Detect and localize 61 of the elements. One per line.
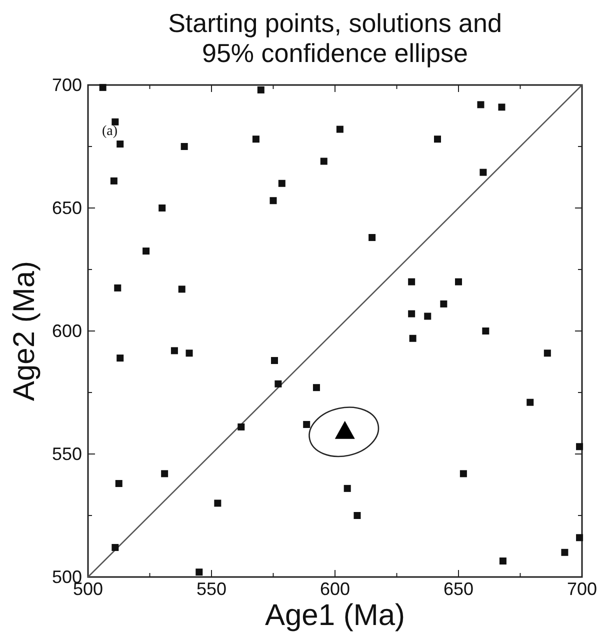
point <box>115 480 122 488</box>
point <box>498 104 506 111</box>
point <box>158 204 166 212</box>
point <box>112 544 119 551</box>
point <box>110 177 118 184</box>
point <box>482 328 490 334</box>
point <box>576 534 584 542</box>
point <box>434 136 442 143</box>
point <box>424 312 432 320</box>
point <box>252 136 260 143</box>
x-tick-label: 550 <box>196 579 227 599</box>
point <box>116 354 124 362</box>
point <box>336 126 344 133</box>
point <box>303 420 310 428</box>
y-tick-label: 550 <box>52 444 82 464</box>
point <box>196 568 203 576</box>
point <box>368 234 376 242</box>
point <box>112 118 119 126</box>
point <box>354 512 361 519</box>
point <box>99 84 106 91</box>
point <box>186 350 193 357</box>
x-tick-label: 600 <box>320 579 350 599</box>
point <box>526 398 534 406</box>
point <box>561 548 568 556</box>
chart-title: Starting points, solutions and 95% confidence ellipse <box>168 8 502 68</box>
point <box>460 470 467 478</box>
point <box>544 350 551 357</box>
point <box>278 180 286 187</box>
point <box>270 357 278 364</box>
point <box>408 310 416 318</box>
point <box>455 278 462 286</box>
point <box>257 86 264 94</box>
annotation: (a) <box>102 124 118 139</box>
y-tick-label: 650 <box>52 198 82 218</box>
x-tick-label: 650 <box>443 579 474 599</box>
point <box>274 380 282 388</box>
y-tick-label: 600 <box>52 321 82 341</box>
x-axis-title: Age1 (Ma) <box>264 599 406 632</box>
point <box>178 286 186 293</box>
point <box>170 347 178 354</box>
point <box>477 101 484 108</box>
point <box>270 197 277 204</box>
point <box>238 423 245 430</box>
point <box>480 168 487 176</box>
point <box>180 143 188 150</box>
point <box>214 500 222 507</box>
point <box>344 484 351 492</box>
point <box>114 284 122 292</box>
y-tick-label: 700 <box>52 75 82 95</box>
point <box>409 334 416 342</box>
point <box>142 248 150 255</box>
x-tick-label: 700 <box>566 579 598 599</box>
point <box>320 158 328 165</box>
point <box>161 470 168 478</box>
point <box>576 443 584 450</box>
y-axis-title: Age2 (Ma) <box>8 260 41 402</box>
point <box>116 140 124 148</box>
point <box>408 278 416 286</box>
point <box>312 384 320 392</box>
point <box>499 558 506 565</box>
point <box>440 300 448 308</box>
